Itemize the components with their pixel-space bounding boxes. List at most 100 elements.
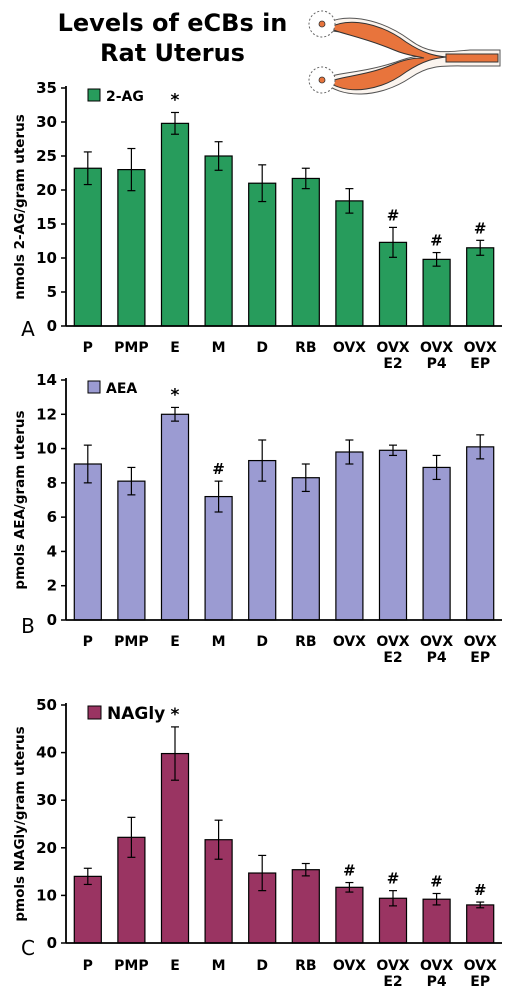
significance-marker: # xyxy=(212,460,225,478)
y-tick-label: 10 xyxy=(36,886,57,904)
bar xyxy=(466,904,495,944)
panel-label: B xyxy=(21,614,35,638)
y-tick-label: 0 xyxy=(47,934,57,952)
x-tick-label: D xyxy=(256,958,268,974)
x-tick-label: E2 xyxy=(383,974,402,990)
x-tick-label: OVX xyxy=(333,634,366,650)
panel-label: C xyxy=(21,936,35,960)
significance-marker: # xyxy=(430,872,443,890)
significance-marker: * xyxy=(171,705,180,725)
x-tick-label: D xyxy=(256,340,268,356)
x-tick-label: P4 xyxy=(427,356,447,372)
y-tick-label: 20 xyxy=(36,181,57,199)
legend-swatch xyxy=(87,380,101,394)
bar xyxy=(291,869,320,944)
x-tick-label: M xyxy=(212,634,226,650)
x-tick-label: P4 xyxy=(427,650,447,666)
legend-label: 2-AG xyxy=(106,89,144,105)
y-tick-label: 12 xyxy=(36,405,57,423)
significance-marker: # xyxy=(474,881,487,899)
y-tick-label: 5 xyxy=(47,283,57,301)
significance-marker: * xyxy=(171,385,180,405)
bar xyxy=(204,155,233,327)
figure-title-line1: Levels of eCBs in xyxy=(57,9,288,37)
y-tick-label: 40 xyxy=(36,744,57,762)
bar xyxy=(422,898,451,944)
bar xyxy=(73,167,102,327)
legend-swatch xyxy=(87,705,102,720)
y-tick-label: 0 xyxy=(47,317,57,335)
x-tick-label: P xyxy=(83,340,93,356)
bar xyxy=(160,752,190,944)
x-tick-label: OVX xyxy=(464,340,497,356)
x-tick-label: OVX xyxy=(420,340,453,356)
significance-marker: # xyxy=(387,870,400,888)
y-tick-label: 4 xyxy=(47,542,57,560)
x-tick-label: OVX xyxy=(333,958,366,974)
x-tick-label: E xyxy=(170,340,180,356)
y-tick-label: 8 xyxy=(47,474,57,492)
x-tick-label: EP xyxy=(470,650,490,666)
significance-marker: # xyxy=(387,206,400,224)
x-tick-label: E xyxy=(170,634,180,650)
x-tick-label: PMP xyxy=(114,958,148,974)
y-tick-label: 20 xyxy=(36,839,57,857)
bar xyxy=(291,477,320,621)
x-tick-label: OVX xyxy=(420,958,453,974)
x-tick-label: M xyxy=(212,958,226,974)
y-tick-label: 2 xyxy=(47,577,57,595)
y-tick-label: 10 xyxy=(36,249,57,267)
x-tick-label: OVX xyxy=(333,340,366,356)
bar xyxy=(248,459,277,621)
x-tick-label: OVX xyxy=(376,340,409,356)
y-axis-title: nmols 2-AG/gram uterus xyxy=(12,114,28,300)
y-tick-label: 30 xyxy=(36,113,57,131)
x-tick-label: M xyxy=(212,340,226,356)
figure-title-line2: Rat Uterus xyxy=(100,39,245,67)
legend-label: NAGly xyxy=(107,704,165,724)
significance-marker: # xyxy=(343,862,356,880)
x-tick-label: EP xyxy=(470,356,490,372)
y-tick-label: 14 xyxy=(36,371,57,389)
significance-marker: # xyxy=(474,219,487,237)
x-tick-label: E2 xyxy=(383,650,402,666)
x-tick-label: P4 xyxy=(427,974,447,990)
y-tick-label: 10 xyxy=(36,440,57,458)
bar xyxy=(117,169,146,327)
bar xyxy=(117,480,146,621)
x-tick-label: D xyxy=(256,634,268,650)
bar xyxy=(73,463,102,621)
y-tick-label: 0 xyxy=(47,611,57,629)
bar xyxy=(291,177,320,327)
y-tick-label: 30 xyxy=(36,791,57,809)
bar xyxy=(335,886,364,944)
bar xyxy=(204,495,233,621)
x-tick-label: OVX xyxy=(464,958,497,974)
x-tick-label: RB xyxy=(295,958,316,974)
bar xyxy=(160,413,190,621)
bar xyxy=(422,258,451,327)
y-tick-label: 15 xyxy=(36,215,57,233)
legend-label: AEA xyxy=(106,381,137,397)
bar xyxy=(466,247,495,327)
x-tick-label: PMP xyxy=(114,634,148,650)
x-tick-label: EP xyxy=(470,974,490,990)
y-tick-label: 35 xyxy=(36,79,57,97)
x-tick-label: P xyxy=(83,958,93,974)
y-tick-label: 25 xyxy=(36,147,57,165)
x-tick-label: OVX xyxy=(376,958,409,974)
x-tick-label: RB xyxy=(295,340,316,356)
y-axis-title: pmols NAGly/gram uterus xyxy=(12,726,28,921)
panel-label: A xyxy=(21,317,35,341)
y-axis-title: pmols AEA/gram uterus xyxy=(12,410,28,589)
x-tick-label: OVX xyxy=(464,634,497,650)
bar xyxy=(335,200,364,327)
bar xyxy=(466,446,495,621)
significance-marker: # xyxy=(430,232,443,250)
bar xyxy=(378,449,408,621)
x-tick-label: PMP xyxy=(114,340,148,356)
